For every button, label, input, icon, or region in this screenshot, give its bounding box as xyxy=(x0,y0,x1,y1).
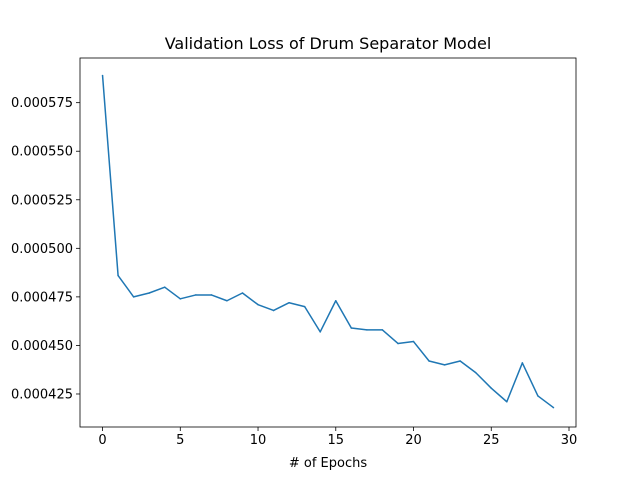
data-point xyxy=(148,292,150,294)
data-point xyxy=(241,292,244,294)
chart-title: Validation Loss of Drum Separator Model xyxy=(165,34,492,53)
y-axis-ticks: 0.000425 0.000450 0.000475 0.000500 0.000525… xyxy=(11,96,80,402)
data-point xyxy=(443,364,446,366)
data-point xyxy=(474,371,477,374)
data-point xyxy=(163,286,166,288)
data-point xyxy=(552,406,555,409)
data-point xyxy=(366,329,368,331)
data-point xyxy=(537,395,539,397)
data-point xyxy=(506,401,508,403)
data-point xyxy=(350,327,353,329)
plot-frame xyxy=(79,57,577,428)
data-point xyxy=(117,274,119,277)
x-tick-label: 0 xyxy=(98,433,106,448)
data-point xyxy=(521,362,524,364)
data-point xyxy=(428,360,430,362)
data-point xyxy=(195,294,197,296)
data-point xyxy=(490,387,493,389)
data-point xyxy=(257,303,259,306)
x-tick-label: 15 xyxy=(328,433,345,448)
data-point xyxy=(381,329,384,331)
data-point xyxy=(412,340,415,343)
y-tick-label: 0.000475 xyxy=(11,290,73,305)
data-point xyxy=(335,300,337,302)
x-tick-label: 25 xyxy=(483,433,500,448)
x-tick-label: 30 xyxy=(561,433,578,448)
data-point xyxy=(272,309,275,312)
data-point xyxy=(459,360,461,362)
data-point xyxy=(101,74,104,77)
data-point xyxy=(397,342,399,345)
data-point xyxy=(226,300,228,302)
x-tick-label: 10 xyxy=(250,433,267,448)
x-tick-label: 20 xyxy=(405,433,422,448)
x-axis-ticks: 0 5 10 15 20 25 30 xyxy=(98,427,577,448)
data-point xyxy=(319,331,321,333)
validation-loss-line xyxy=(101,75,554,409)
y-tick-label: 0.000550 xyxy=(11,145,73,160)
series-points xyxy=(101,74,555,409)
x-tick-label: 5 xyxy=(176,433,184,448)
y-tick-label: 0.000575 xyxy=(11,96,73,111)
y-tick-label: 0.000450 xyxy=(11,339,73,354)
data-point xyxy=(210,294,213,296)
y-tick-label: 0.000425 xyxy=(11,387,73,402)
y-tick-label: 0.000500 xyxy=(11,242,73,257)
x-axis-label: # of Epochs xyxy=(289,456,367,471)
data-point xyxy=(303,305,306,308)
data-point xyxy=(132,296,135,298)
y-tick-label: 0.000525 xyxy=(11,193,73,208)
data-point xyxy=(179,298,182,300)
data-point xyxy=(288,301,290,304)
